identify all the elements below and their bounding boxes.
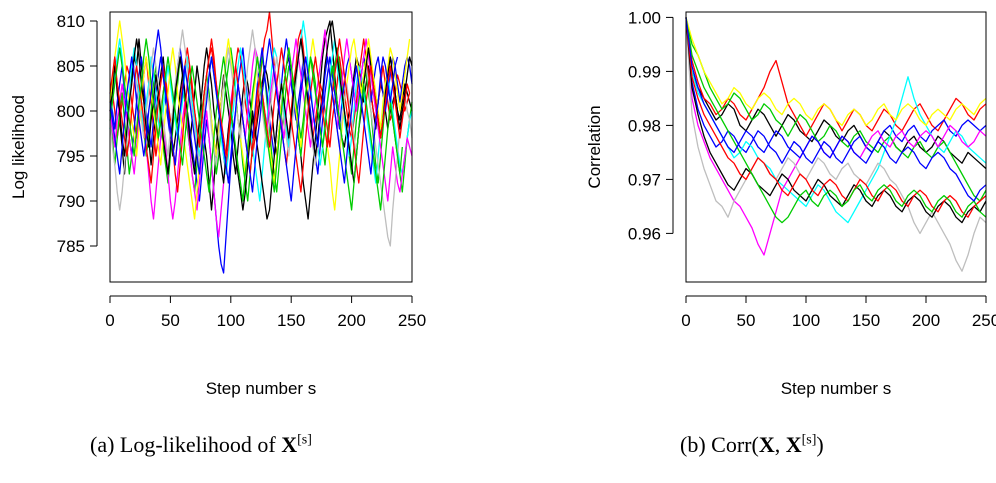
plot-frame xyxy=(109,11,413,283)
x-tick-label: 0 xyxy=(681,311,690,330)
x-tick-label: 250 xyxy=(972,311,996,330)
series-line xyxy=(109,38,403,211)
chart-log-likelihood: 0 50 100 150 200 250 785 790 795 800 805 810 Step nu… xyxy=(9,11,426,398)
y-tick-label: 0.97 xyxy=(628,170,661,189)
caption-b-sep: , xyxy=(774,432,786,457)
x-axis-label: Step number s xyxy=(781,379,892,398)
caption-b-text: (b) Corr( xyxy=(680,432,759,457)
x-tick-label: 100 xyxy=(217,311,245,330)
x-tick-label: 50 xyxy=(161,311,180,330)
caption-b-var1: X xyxy=(758,432,775,457)
series-line xyxy=(685,17,987,164)
y-tick-label: 805 xyxy=(57,57,85,76)
x-tick-label: 0 xyxy=(105,311,114,330)
chart-correlation: 0 50 100 150 200 250 0.96 0.97 0.98 0.99 1.00 Step … xyxy=(585,8,996,398)
caption-b-var2: X xyxy=(785,432,802,457)
y-tick-label: 0.96 xyxy=(628,224,661,243)
series-line xyxy=(685,17,987,272)
x-tick-label: 200 xyxy=(337,311,365,330)
series-line xyxy=(685,17,987,202)
plot-frame xyxy=(685,11,987,283)
x-tick-label: 150 xyxy=(277,311,305,330)
series-line xyxy=(685,17,987,202)
caption-b: (b) Corr(X, X[s]) xyxy=(680,432,824,458)
x-axis-label: Step number s xyxy=(206,379,317,398)
y-axis-label: Log likelihood xyxy=(9,95,28,199)
y-tick-label: 785 xyxy=(57,237,85,256)
caption-a-text: (a) Log-likelihood of xyxy=(90,432,282,457)
series-line xyxy=(685,17,987,127)
series-line xyxy=(109,29,399,202)
y-tick-label: 790 xyxy=(57,192,85,211)
caption-a-var: X xyxy=(281,432,298,457)
caption-a-sup: [s] xyxy=(297,432,312,448)
series-line xyxy=(685,17,987,224)
y-tick-label: 795 xyxy=(57,147,85,166)
series-line xyxy=(685,17,987,137)
caption-b-suffix: ) xyxy=(816,432,824,457)
y-tick-label: 800 xyxy=(57,102,85,121)
y-tick-label: 1.00 xyxy=(628,8,661,27)
x-tick-label: 100 xyxy=(792,311,820,330)
caption-a: (a) Log-likelihood of X[s] xyxy=(90,432,312,458)
x-tick-label: 150 xyxy=(852,311,880,330)
y-tick-label: 810 xyxy=(57,12,85,31)
caption-b-sup: [s] xyxy=(801,432,817,448)
y-tick-label: 0.99 xyxy=(628,62,661,81)
y-tick-label: 0.98 xyxy=(628,116,661,135)
series-line xyxy=(685,17,987,170)
x-tick-label: 50 xyxy=(737,311,756,330)
series-line xyxy=(685,17,987,218)
y-axis-label: Correlation xyxy=(585,105,604,188)
x-tick-label: 200 xyxy=(912,311,940,330)
x-tick-label: 250 xyxy=(398,311,426,330)
series-line xyxy=(109,20,413,202)
